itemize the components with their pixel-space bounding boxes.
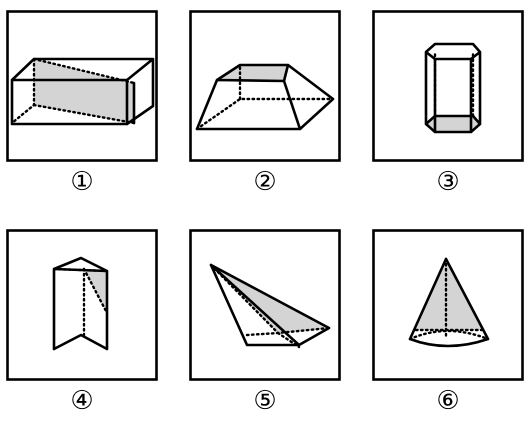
figure-label-5: ⑤ <box>253 386 277 416</box>
figure-label-2: ② <box>253 167 277 197</box>
section-shading <box>34 59 134 123</box>
figure-label-4: ④ <box>70 386 94 416</box>
triangular-pyramid-diagram <box>189 229 341 381</box>
figure-2 <box>189 10 341 162</box>
figure-1 <box>6 10 158 162</box>
visible-edges <box>195 63 335 131</box>
hidden-edges <box>408 257 490 341</box>
figure-5 <box>189 229 341 381</box>
visible-edges <box>424 42 482 134</box>
figure-3 <box>372 10 524 162</box>
visible-edges <box>10 57 155 126</box>
hexagonal-prism-diagram <box>372 10 524 162</box>
triangular-prism-diagram <box>6 229 158 381</box>
figure-label-6: ⑥ <box>436 386 460 416</box>
figure-6 <box>372 229 524 381</box>
section-shading <box>416 259 482 330</box>
visible-edges <box>209 263 331 347</box>
frustum-diagram <box>189 10 341 162</box>
hidden-edges <box>195 63 335 131</box>
cone-diagram <box>372 229 524 381</box>
figure-frame <box>372 10 524 162</box>
visible-edges <box>52 256 109 351</box>
base-shading <box>426 116 480 132</box>
figure-label-1: ① <box>70 167 94 197</box>
figure-label-3: ③ <box>436 167 460 197</box>
figure-4 <box>6 229 158 381</box>
visible-edges <box>408 257 490 348</box>
rectangular-prism-diagram <box>6 10 158 162</box>
figure-frame <box>6 229 158 381</box>
